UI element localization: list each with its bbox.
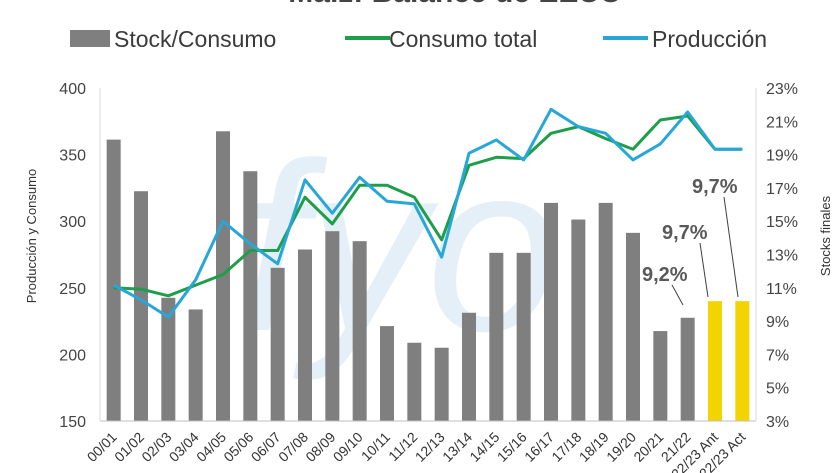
right-tick-label: 15%: [766, 214, 798, 231]
right-axis-title: Stocks finales: [818, 195, 833, 276]
x-tick-label: 18/19: [576, 429, 612, 465]
bar: [325, 231, 340, 421]
x-tick-label: 13/14: [439, 429, 475, 465]
right-axis-ticks: 23% 21% 19% 17% 15% 13% 11% 9% 7% 5% 3%: [766, 81, 798, 431]
legend-label-consumo: Consumo total: [389, 26, 537, 52]
bar: [407, 342, 422, 421]
x-tick-label: 10/11: [358, 429, 394, 465]
x-tick-label: 08/09: [302, 429, 338, 465]
x-tick-label: 05/06: [220, 429, 256, 465]
bar: [653, 331, 668, 421]
produccion-line: [112, 107, 743, 319]
chart-title: Maíz: Balance de EEUU: [288, 0, 621, 9]
bar: [434, 347, 449, 421]
legend-label-stock: Stock/Consumo: [114, 26, 276, 52]
right-tick-label: 23%: [766, 81, 798, 98]
legend-swatch-stock: [70, 30, 110, 47]
x-tick-label: 17/18: [548, 429, 584, 465]
right-tick-label: 5%: [766, 381, 789, 398]
annotation-label-3: 9,7%: [692, 176, 738, 198]
right-tick-label: 7%: [766, 347, 789, 364]
bar: [516, 252, 531, 421]
x-tick-label: 14/15: [466, 429, 502, 465]
bar: [380, 326, 394, 421]
left-tick-label: 300: [59, 214, 86, 231]
x-tick-label: 12/13: [412, 429, 448, 465]
right-tick-label: 9%: [766, 314, 789, 331]
x-tick-label: 04/05: [193, 429, 229, 465]
bar: [544, 202, 558, 421]
bar: [134, 191, 148, 421]
bar: [571, 219, 586, 421]
x-tick-label: 02/03: [138, 429, 174, 465]
bar: [270, 267, 285, 421]
bar: [352, 241, 367, 421]
x-tick-label: 20/21: [630, 429, 666, 465]
x-axis-ticks: 00/0101/0202/0303/0404/0505/0606/0707/08…: [84, 429, 749, 473]
annotations: 9,2% 9,7% 9,7%: [642, 176, 739, 306]
x-tick-label: 19/20: [603, 429, 639, 465]
line-series: [112, 107, 743, 319]
bar: [489, 252, 504, 421]
x-tick-label: 16/17: [521, 429, 557, 465]
bar: [298, 249, 312, 421]
right-tick-label: 19%: [766, 148, 798, 165]
annotation-label-1: 9,2%: [642, 264, 688, 286]
x-tick-label: 11/12: [385, 429, 421, 465]
bar: [188, 309, 203, 421]
bar-highlight: [735, 301, 750, 421]
right-tick-label: 13%: [766, 248, 798, 265]
left-tick-label: 250: [59, 281, 86, 298]
annotation-leader-1: [671, 284, 684, 306]
consumo-total-line: [113, 114, 743, 298]
x-tick-label: 03/04: [166, 429, 202, 465]
right-tick-label: 17%: [766, 181, 798, 198]
x-tick-label: 00/01: [84, 429, 120, 465]
x-tick-label: 09/10: [330, 429, 366, 465]
annotation-leader-3: [723, 196, 739, 298]
left-axis-title: Producción y Consumo: [24, 169, 39, 303]
bar: [161, 297, 176, 421]
annotation-label-2: 9,7%: [662, 222, 708, 244]
bar-series: [106, 131, 750, 422]
x-tick-label: 01/02: [111, 429, 147, 465]
bar-highlight: [708, 301, 722, 421]
left-tick-label: 150: [59, 414, 86, 431]
right-tick-label: 11%: [766, 281, 797, 298]
x-tick-label: 15/16: [494, 429, 530, 465]
legend: Stock/Consumo Consumo total Producción: [70, 26, 767, 52]
bar: [598, 202, 613, 421]
bar: [626, 232, 640, 421]
bar: [106, 139, 121, 422]
right-tick-label: 21%: [766, 114, 798, 131]
bar: [680, 317, 695, 421]
x-tick-label: 06/07: [248, 429, 284, 465]
bar: [243, 171, 258, 421]
left-axis-ticks: 400 350 300 250 200 150: [59, 81, 86, 431]
bar: [462, 312, 476, 421]
x-tick-label: 07/08: [275, 429, 311, 465]
left-tick-label: 350: [59, 148, 86, 165]
annotation-leader-2: [699, 242, 709, 298]
left-tick-label: 400: [59, 81, 86, 98]
left-tick-label: 200: [59, 347, 86, 364]
right-tick-label: 3%: [766, 414, 789, 431]
legend-label-produccion: Producción: [652, 26, 767, 52]
bar: [216, 131, 230, 422]
